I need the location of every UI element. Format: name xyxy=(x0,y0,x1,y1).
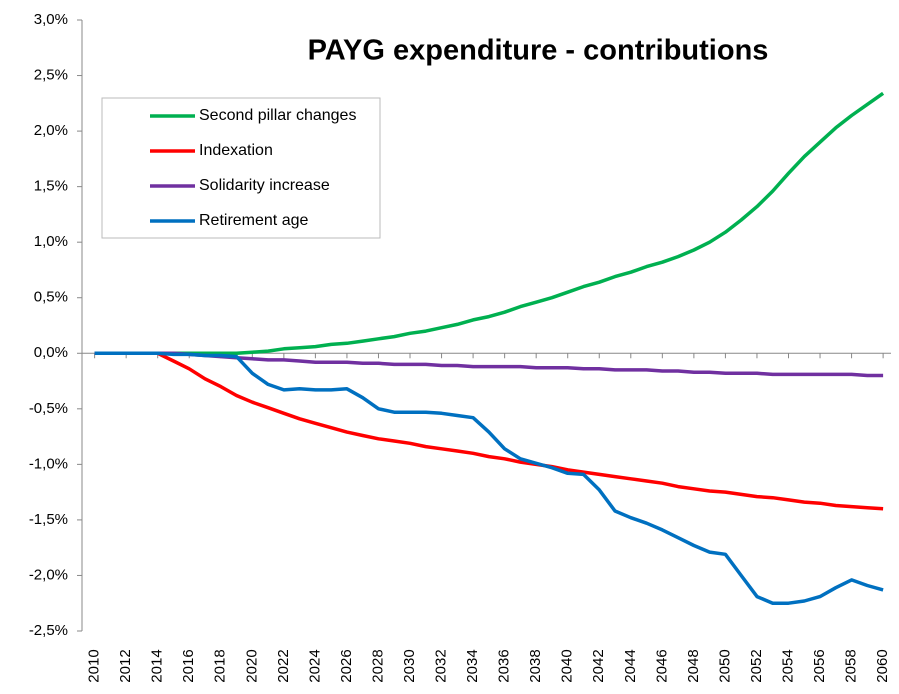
legend-box xyxy=(101,97,381,239)
series-line xyxy=(94,91,885,356)
legend-label: Second pillar changes xyxy=(199,107,356,124)
y-tick-label: 0,5% xyxy=(34,289,68,306)
series-line xyxy=(94,351,884,605)
x-tick-label: 2024 xyxy=(306,649,323,682)
x-tick-label: 2052 xyxy=(748,649,765,682)
x-tick-label: 2016 xyxy=(180,649,197,682)
y-tick-label: 2,0% xyxy=(34,122,68,139)
y-tick-label: -0,5% xyxy=(29,400,68,417)
x-tick-label: 2012 xyxy=(117,649,134,682)
y-tick-label: -1,5% xyxy=(29,511,68,528)
legend-label: Retirement age xyxy=(199,212,308,229)
x-tick-label: 2048 xyxy=(685,649,702,682)
x-tick-label: 2042 xyxy=(590,649,607,682)
x-tick-label: 2034 xyxy=(464,649,481,682)
y-tick-label: 1,0% xyxy=(34,233,68,250)
legend-label: Indexation xyxy=(199,142,273,159)
x-tick-label: 2032 xyxy=(433,649,450,682)
y-tick-label: -2,0% xyxy=(29,566,68,583)
chart-title: PAYG expenditure - contributions xyxy=(308,35,769,67)
y-tick-label: 0,0% xyxy=(34,344,68,361)
x-tick-label: 2056 xyxy=(811,649,828,682)
y-tick-label: 2,5% xyxy=(34,67,68,84)
x-tick-label: 2046 xyxy=(653,649,670,682)
x-tick-label: 2060 xyxy=(874,649,891,682)
legend: Second pillar changes Indexation Solidarit… xyxy=(101,97,381,239)
x-tick-label: 2018 xyxy=(212,649,229,682)
series-line xyxy=(94,351,884,511)
x-tick-label: 2054 xyxy=(779,649,796,682)
y-tick-label: -2,5% xyxy=(29,622,68,639)
x-tick-label: 2020 xyxy=(243,649,260,682)
x-tick-label: 2036 xyxy=(496,649,513,682)
y-tick-label: -1,0% xyxy=(29,455,68,472)
x-tick-label: 2038 xyxy=(527,649,544,682)
x-tick-label: 2030 xyxy=(401,649,418,682)
x-tick-label: 2010 xyxy=(86,649,103,682)
x-tick-label: 2022 xyxy=(275,649,292,682)
x-tick-label: 2014 xyxy=(149,649,166,682)
y-tick-label: 1,5% xyxy=(34,178,68,195)
x-tick-label: 2026 xyxy=(338,649,355,682)
x-tick-label: 2044 xyxy=(622,649,639,682)
x-tick-label: 2058 xyxy=(843,649,860,682)
x-tick-label: 2040 xyxy=(559,649,576,682)
x-tick-label: 2050 xyxy=(716,649,733,682)
y-tick-label: 3,0% xyxy=(34,11,68,28)
legend-label: Solidarity increase xyxy=(199,177,330,194)
x-tick-label: 2028 xyxy=(369,649,386,682)
